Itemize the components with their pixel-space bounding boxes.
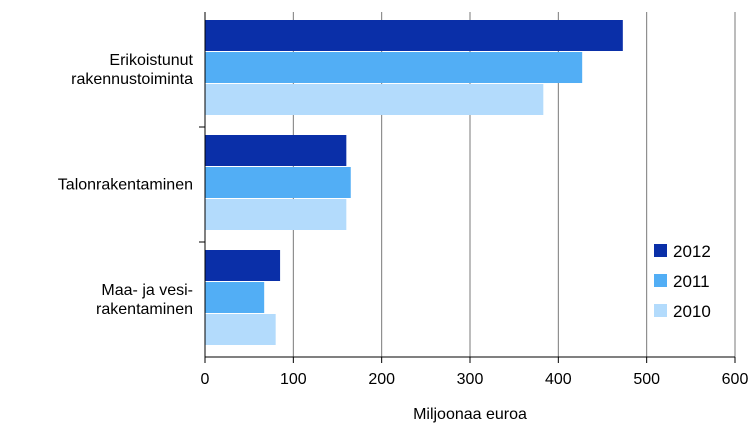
x-tick-label: 0	[201, 371, 210, 388]
bar	[205, 314, 276, 345]
x-tick-label: 200	[368, 371, 395, 388]
bar	[205, 52, 583, 83]
category-label-line: rakentaminen	[96, 301, 193, 318]
category-label: Maa- ja vesi-rakentaminen	[96, 282, 193, 318]
bar	[205, 282, 265, 313]
bar	[205, 167, 351, 198]
bars	[205, 20, 623, 345]
bar	[205, 84, 544, 115]
x-tick-label: 300	[457, 371, 484, 388]
category-label-line: Talonrakentaminen	[58, 177, 193, 194]
bar	[205, 20, 623, 51]
x-tick-label: 100	[280, 371, 307, 388]
x-axis-title: Miljoonaa euroa	[413, 406, 527, 423]
legend-label: 2011	[673, 272, 710, 291]
legend-swatch	[654, 274, 667, 287]
legend-label: 2010	[673, 302, 711, 321]
category-label: Erikoistunut rakennustoiminta	[71, 52, 193, 88]
bar	[205, 135, 347, 166]
bar	[205, 199, 347, 230]
x-tick-label: 600	[722, 371, 749, 388]
category-label-line: Erikoistunut	[109, 52, 193, 69]
axes	[199, 12, 736, 363]
category-label-line: Maa- ja vesi-	[101, 282, 193, 299]
x-tick-label: 500	[633, 371, 660, 388]
legend: 2012 2011 2010	[654, 242, 711, 321]
bar	[205, 250, 281, 281]
category-label: Talonrakentaminen	[58, 177, 193, 194]
legend-label: 2012	[673, 242, 711, 261]
labels: 0 100 200 300 400 500 600 Erikoistunut rakennust…	[58, 52, 749, 388]
category-label-line: rakennustoiminta	[71, 71, 193, 88]
x-tick-label: 400	[545, 371, 572, 388]
legend-swatch	[654, 244, 667, 257]
legend-swatch	[654, 304, 667, 317]
